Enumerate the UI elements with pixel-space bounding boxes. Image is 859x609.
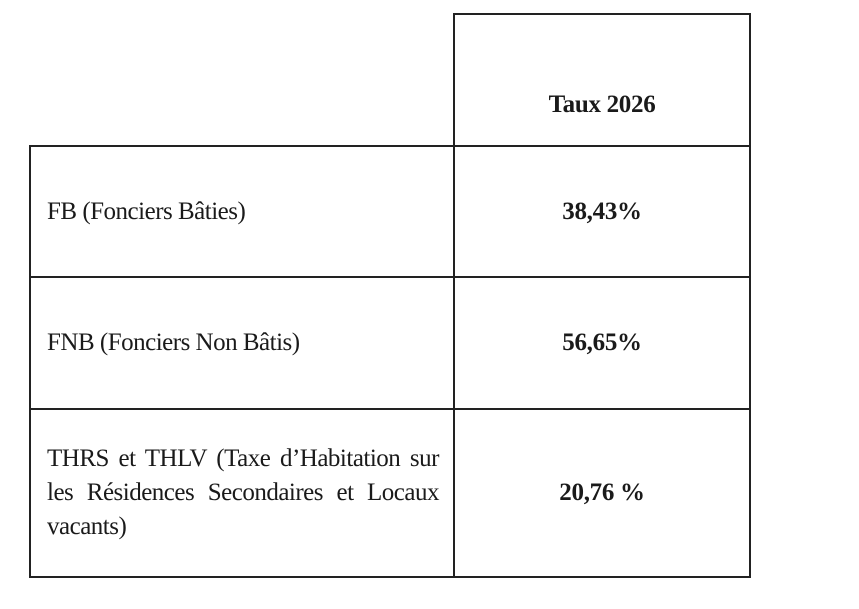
row-value: 56,65% xyxy=(562,329,642,356)
row-value: 38,43% xyxy=(562,197,642,225)
row-value: 20,76 % xyxy=(559,479,645,506)
row-value-cell: 38,43% xyxy=(453,145,751,278)
row-label: FNB (Fonciers Non Bâtis) xyxy=(47,329,300,356)
row-label: FB (Fonciers Bâties) xyxy=(47,197,246,225)
header-text: Taux 2026 xyxy=(548,91,656,118)
row-label-cell: FNB (Fonciers Non Bâtis) xyxy=(29,276,455,410)
row-value-cell: 56,65% xyxy=(453,276,751,410)
header-cell: Taux 2026 xyxy=(453,13,751,147)
row-label: THRS et THLV (Taxe d’Habitation sur les … xyxy=(47,445,440,540)
row-label-cell: FB (Fonciers Bâties) xyxy=(29,145,455,278)
row-value-cell: 20,76 % xyxy=(453,408,751,578)
row-label-cell: THRS et THLV (Taxe d’Habitation sur les … xyxy=(29,408,455,578)
